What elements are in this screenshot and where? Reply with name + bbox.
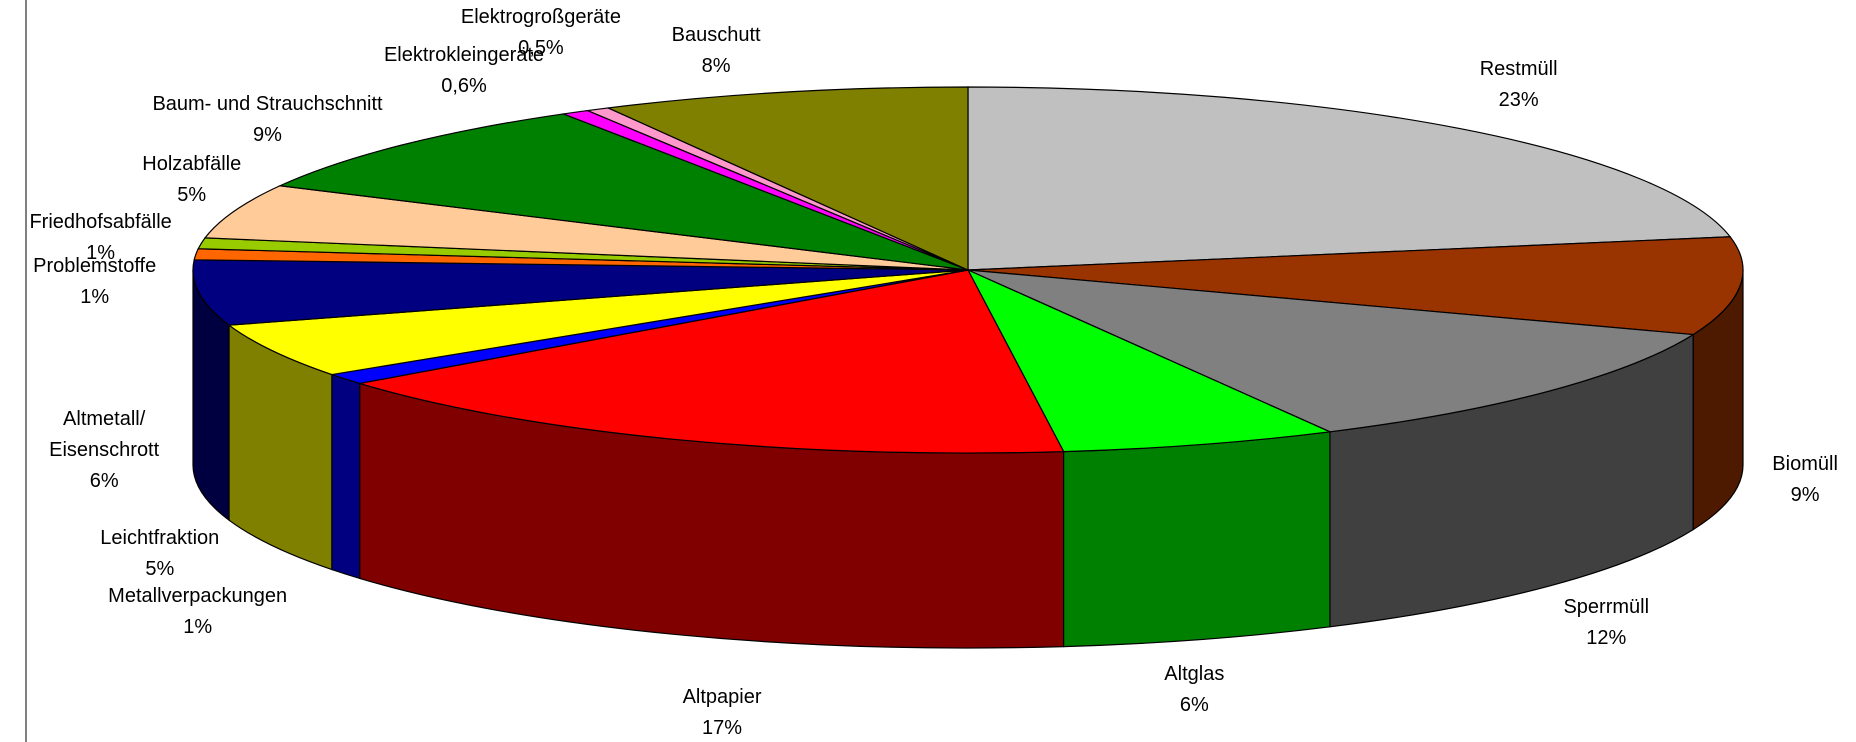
label-name: Problemstoffe	[33, 254, 157, 277]
data-label: Problemstoffe 1%	[33, 251, 156, 313]
label-percent: 5%	[145, 558, 175, 581]
label-name: Friedhofsabfälle	[29, 211, 172, 234]
label-name: Altglas	[1164, 663, 1225, 686]
label-percent: 23%	[1498, 89, 1539, 112]
label-percent: 1%	[80, 285, 110, 308]
data-label: Sperrmüll 12%	[1563, 592, 1649, 654]
label-name: Bauschutt	[671, 24, 761, 47]
label-percent: 17%	[702, 716, 743, 739]
data-label: Leichtfraktion 5%	[100, 523, 219, 585]
data-label: Altmetall/ Eisenschrott 6%	[19, 404, 189, 497]
data-label: Baum- und Strauchschnitt 9%	[152, 89, 382, 151]
slice	[277, 113, 969, 271]
data-label: Altpapier 17%	[683, 682, 762, 742]
data-label: Restmüll 23%	[1480, 54, 1558, 116]
label-percent: 12%	[1586, 626, 1627, 649]
slice	[966, 268, 1333, 453]
slice	[227, 269, 969, 376]
label-percent: 0,5%	[518, 37, 564, 60]
data-label: Metallverpackungen 1%	[108, 581, 287, 643]
slice	[967, 236, 1744, 336]
data-label: Elektrogroßgeräte 0,5%	[461, 2, 621, 64]
label-name: Altmetall/ Eisenschrott	[49, 407, 160, 461]
label-name: Biomüll	[1772, 452, 1838, 475]
label-percent: 1%	[86, 242, 116, 265]
label-name: Holzabfälle	[142, 153, 242, 176]
label-name: Metallverpackungen	[108, 585, 288, 608]
slice	[359, 269, 1065, 454]
label-name: Baum- und Strauchschnitt	[152, 92, 383, 115]
label-percent: 1%	[183, 616, 213, 639]
data-label: Holzabfälle 5%	[142, 149, 241, 211]
label-percent: 5%	[177, 184, 207, 207]
slice-side	[331, 373, 361, 580]
slice	[967, 86, 1732, 271]
label-name: Elektrogroßgeräte	[460, 6, 621, 29]
label-name: Altpapier	[682, 685, 762, 708]
slice	[967, 269, 1695, 433]
label-name: Restmüll	[1479, 58, 1558, 81]
label-percent: 6%	[1179, 694, 1209, 717]
label-percent: 6%	[89, 469, 119, 492]
data-label: Bauschutt 8%	[672, 20, 761, 82]
label-percent: 0,6%	[441, 75, 487, 98]
slice	[192, 259, 969, 326]
data-label: Altglas 6%	[1164, 659, 1224, 721]
data-label: Friedhofsabfälle 1%	[29, 207, 171, 269]
slice-side	[1063, 431, 1331, 648]
data-label: Elektrokleingeräte 0,6%	[384, 40, 544, 102]
label-name: Leichtfraktion	[100, 527, 220, 550]
label-name: Elektrokleingeräte	[383, 44, 545, 67]
slice	[203, 185, 969, 271]
label-percent: 9%	[253, 123, 282, 146]
label-name: Sperrmüll	[1563, 595, 1650, 618]
label-percent: 8%	[701, 55, 731, 78]
slice	[605, 86, 969, 271]
label-percent: 9%	[1790, 483, 1820, 506]
data-label: Biomüll 9%	[1772, 449, 1838, 511]
